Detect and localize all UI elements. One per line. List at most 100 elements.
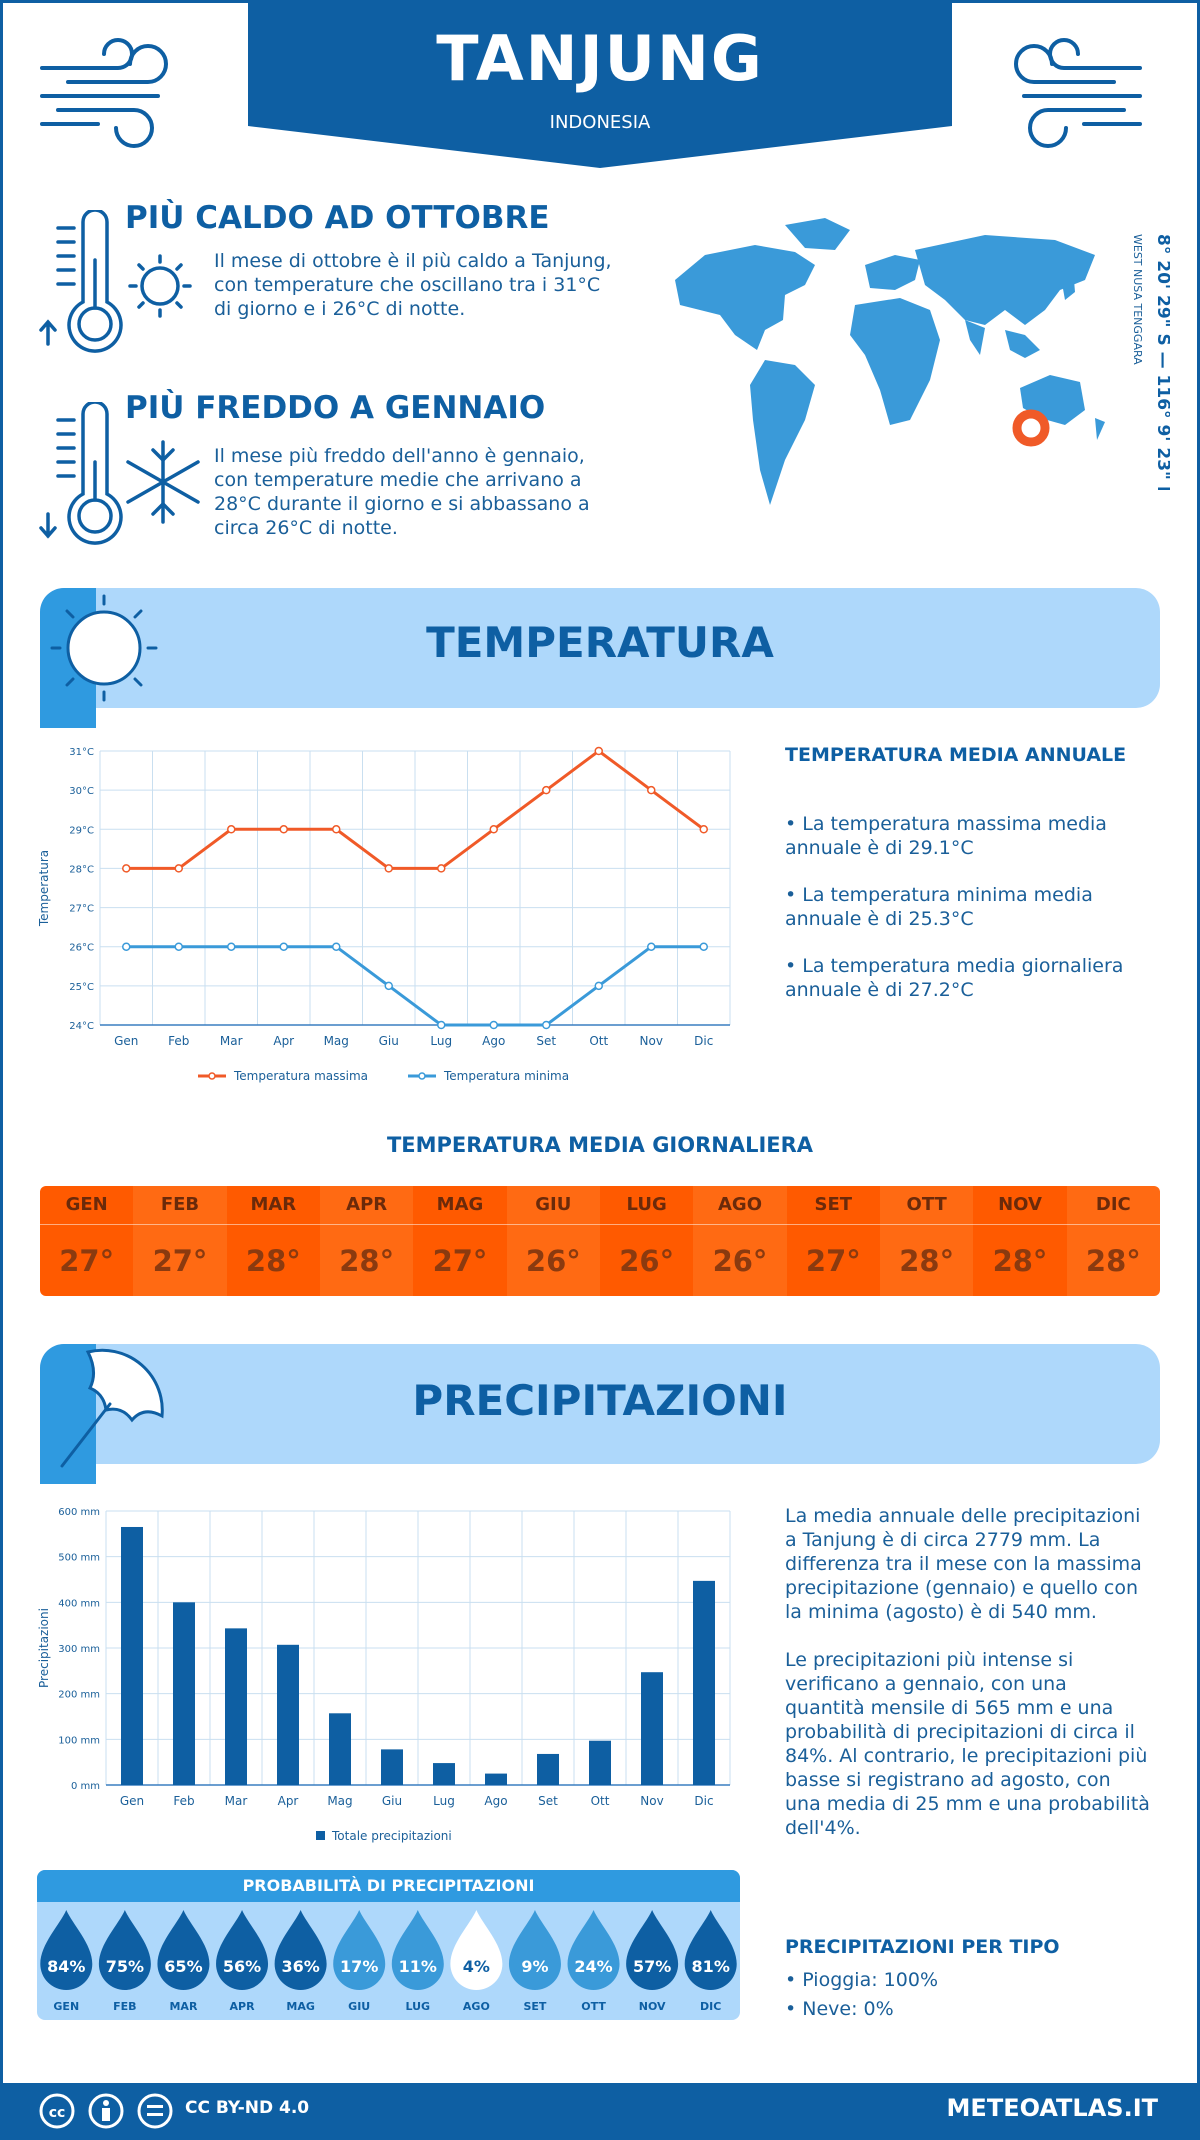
- data-point: [227, 942, 236, 951]
- y-tick-label: 31°C: [69, 747, 94, 758]
- daily-temp-month: DIC: [1066, 1186, 1160, 1225]
- y-tick-label: 27°C: [69, 904, 94, 915]
- data-point: [122, 864, 131, 873]
- probability-month: FEB: [113, 2000, 136, 2013]
- region-text: WEST NUSA TENGGARA: [1131, 234, 1144, 365]
- y-tick-label: 24°C: [69, 1021, 94, 1032]
- svg-text:cc: cc: [49, 2105, 66, 2121]
- x-tick-label: Lug: [430, 1034, 452, 1048]
- daily-temp-month: FEB: [133, 1186, 227, 1225]
- x-tick-label: Apr: [273, 1034, 294, 1048]
- raindrop-icon: [450, 1910, 503, 1991]
- raindrop-icon: [626, 1910, 679, 1990]
- data-point: [279, 825, 288, 834]
- data-point: [122, 942, 131, 951]
- probability-value: 65%: [164, 1957, 202, 1976]
- y-tick-label: 400 mm: [58, 1598, 100, 1609]
- probability-month: DIC: [700, 2000, 721, 2013]
- x-tick-label: Nov: [640, 1034, 663, 1048]
- precip-type-snow: • Neve: 0%: [785, 1998, 894, 2020]
- coordinates: 8° 20' 29" S — 116° 9' 23" E WEST NUSA T…: [1131, 234, 1170, 490]
- data-point: [437, 864, 446, 873]
- legend-label: Temperatura massima: [233, 1069, 368, 1083]
- daily-temp-month: GIU: [506, 1186, 600, 1225]
- legend-swatch: [316, 1831, 325, 1840]
- probability-value: 4%: [463, 1957, 490, 1976]
- y-tick-label: 0 mm: [71, 1781, 100, 1792]
- temp-bullet-min: • La temperatura minima media annuale è …: [785, 884, 1093, 930]
- legend-marker: [418, 1072, 426, 1080]
- y-tick-label: 30°C: [69, 786, 94, 797]
- cold-month-text: Il mese più freddo dell'anno è gennaio, …: [214, 445, 590, 539]
- precip-text-1: La media annuale delle precipitazioni a …: [785, 1505, 1142, 1623]
- y-axis-label: Temperatura: [37, 850, 51, 927]
- daily-temp-value: 27°: [59, 1244, 115, 1278]
- bar: [277, 1644, 299, 1785]
- daily-temp-cell: GIU 26°: [506, 1186, 600, 1296]
- data-point: [647, 942, 656, 951]
- bar: [173, 1602, 195, 1785]
- bar: [537, 1753, 559, 1785]
- precip-text-2: Le precipitazioni più intense si verific…: [785, 1649, 1150, 1839]
- bar: [381, 1749, 403, 1785]
- daily-temp-cell: OTT 28°: [880, 1186, 974, 1296]
- precip-banner: [40, 1344, 1160, 1464]
- raindrop-icon: [567, 1910, 620, 1990]
- daily-temp-value: 26°: [525, 1244, 581, 1278]
- probability-value: 9%: [521, 1957, 548, 1976]
- daily-temp-cell: FEB 27°: [133, 1186, 227, 1296]
- legend-label: Totale precipitazioni: [331, 1829, 452, 1843]
- thermometer-sun-icon: [39, 210, 192, 353]
- cold-month-title: PIÙ FREDDO A GENNAIO: [125, 390, 546, 426]
- daily-temp-value: 28°: [339, 1244, 395, 1278]
- x-tick-label: Gen: [120, 1794, 144, 1808]
- precip-type-title: PRECIPITAZIONI PER TIPO: [785, 1936, 1060, 1958]
- y-tick-label: 28°C: [69, 864, 94, 875]
- x-tick-label: Nov: [640, 1794, 663, 1808]
- x-tick-label: Giu: [379, 1034, 399, 1048]
- probability-value: 17%: [340, 1957, 378, 1976]
- data-point: [594, 746, 603, 756]
- daily-temp-month: OTT: [880, 1186, 974, 1225]
- warm-month-text: Il mese di ottobre è il più caldo a Tanj…: [214, 250, 612, 320]
- probability-month: GIU: [348, 2000, 370, 2013]
- thermometer-snow-icon: [39, 402, 200, 545]
- daily-temp-table: GEN 27° FEB 27° MAR 28° APR 28° MAG 27° GIU 26° LUG 2…: [40, 1186, 1160, 1296]
- raindrop-icon: [684, 1910, 737, 1990]
- temp-bullet-max: • La temperatura massima media annuale è…: [785, 813, 1107, 859]
- data-point: [699, 942, 708, 951]
- x-tick-label: Set: [538, 1794, 558, 1808]
- x-tick-label: Apr: [278, 1794, 299, 1808]
- data-point: [437, 1020, 446, 1030]
- x-tick-label: Lug: [433, 1794, 455, 1808]
- cc-icon: [39, 2093, 75, 2129]
- daily-temp-month: LUG: [600, 1186, 694, 1225]
- daily-temp-month: MAG: [413, 1186, 507, 1225]
- y-axis-label: Precipitazioni: [37, 1608, 51, 1688]
- daily-temp-month: AGO: [693, 1186, 787, 1225]
- bar: [433, 1763, 455, 1785]
- no-derivatives-icon: [137, 2093, 173, 2129]
- daily-temp-month: NOV: [973, 1186, 1067, 1225]
- bar: [121, 1526, 143, 1785]
- daily-temp-value: 26°: [619, 1244, 675, 1278]
- annual-temp-title: TEMPERATURA MEDIA ANNUALE: [785, 744, 1127, 766]
- x-tick-label: Mar: [225, 1794, 248, 1808]
- temp-bullet-mean: • La temperatura media giornaliera annua…: [785, 955, 1124, 1001]
- probability-month: LUG: [406, 2000, 431, 2013]
- daily-temp-cell: AGO 26°: [693, 1186, 787, 1296]
- probability-month: AGO: [463, 2000, 490, 2013]
- precip-section-title: PRECIPITAZIONI: [412, 1376, 788, 1425]
- raindrop-icon: [333, 1910, 386, 1990]
- daily-temp-value: 28°: [992, 1244, 1048, 1278]
- x-tick-label: Ago: [482, 1034, 505, 1048]
- site-link[interactable]: METEOATLAS.IT: [946, 2094, 1158, 2122]
- daily-temp-month: APR: [320, 1186, 414, 1225]
- daily-temp-cell: APR 28°: [320, 1186, 414, 1296]
- location-marker-icon: [1012, 409, 1050, 447]
- x-tick-label: Giu: [382, 1794, 402, 1808]
- series-line-max: [126, 749, 705, 870]
- raindrop-icon: [40, 1910, 93, 1990]
- wind-icon: [1014, 38, 1142, 148]
- raindrop-icon: [508, 1910, 561, 1991]
